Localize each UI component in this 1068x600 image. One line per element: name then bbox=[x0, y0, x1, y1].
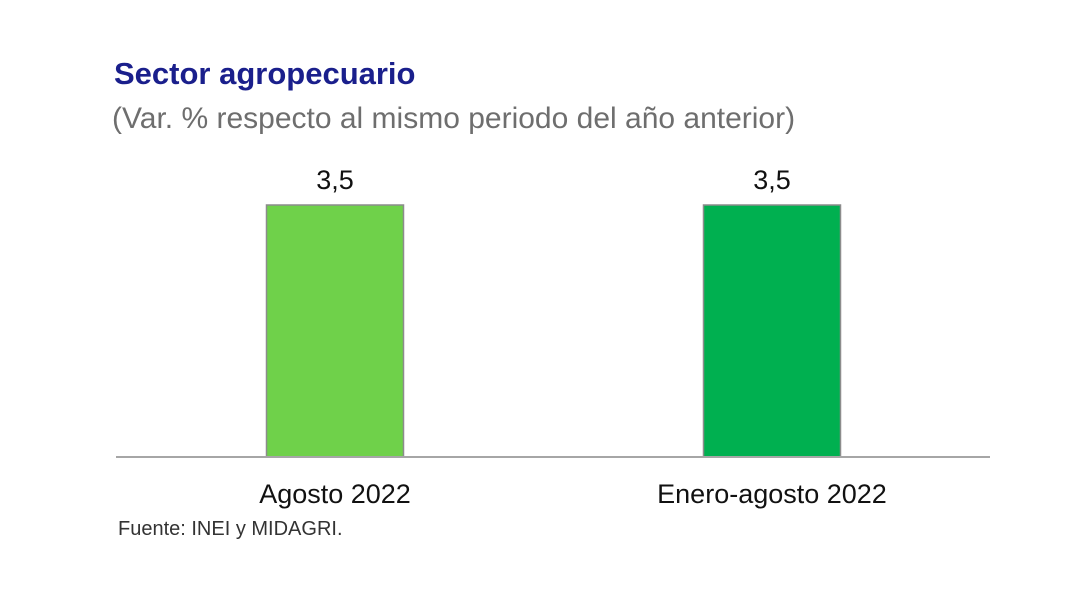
data-label-1: 3,5 bbox=[753, 165, 791, 195]
chart-title: Sector agropecuario bbox=[114, 56, 416, 91]
chart-subtitle: (Var. % respecto al mismo periodo del añ… bbox=[112, 102, 796, 135]
data-label-0: 3,5 bbox=[316, 165, 354, 195]
category-label-0: Agosto 2022 bbox=[259, 479, 411, 509]
bar-0 bbox=[265, 204, 405, 458]
category-label-1: Enero-agosto 2022 bbox=[657, 479, 887, 509]
bars-group bbox=[265, 204, 842, 458]
source-note: Fuente: INEI y MIDAGRI. bbox=[118, 518, 343, 540]
bar-1 bbox=[702, 204, 842, 458]
labels-group: 3,5 Agosto 2022 3,5 Enero-agosto 2022 bbox=[259, 165, 887, 509]
